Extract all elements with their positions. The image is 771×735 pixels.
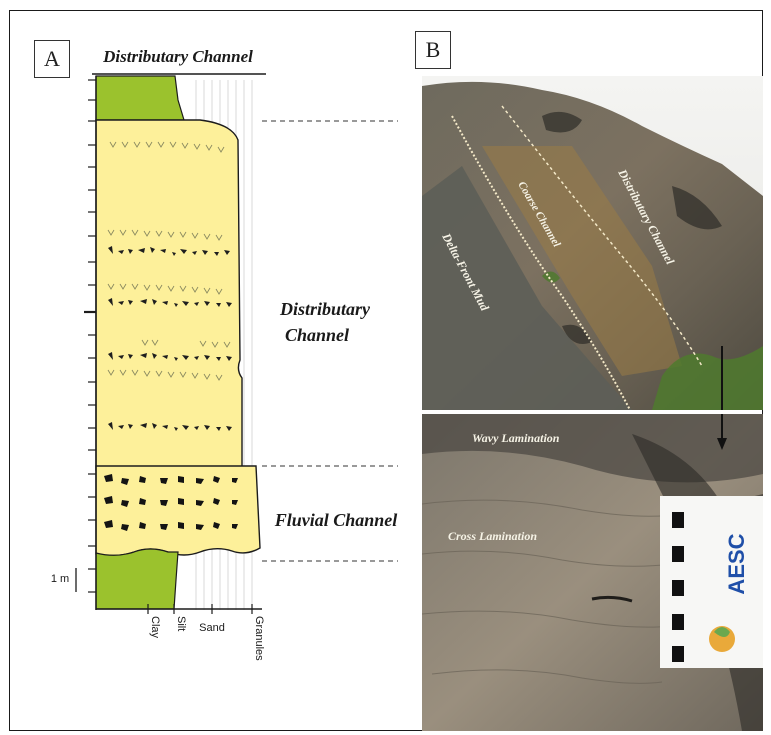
contact-line-upper bbox=[501, 105, 703, 367]
scale-card: AESC bbox=[660, 496, 763, 668]
outcrop-photo-bottom: AESC Wavy Lamination Cross Lamination bbox=[422, 414, 763, 731]
depth-ticks bbox=[84, 79, 96, 593]
outcrop-photo-top: Delta-Front Mud Coarse Channel Distribut… bbox=[422, 76, 763, 410]
unit-label-distributary-line1: Distributary bbox=[279, 299, 371, 319]
pebble-rows-distributary bbox=[108, 246, 232, 431]
dark-fracture bbox=[591, 595, 633, 603]
panel-b-letter: B bbox=[415, 31, 451, 69]
grain-label-granules: Granules bbox=[253, 616, 265, 661]
unit-label-fluvial: Fluvial Channel bbox=[274, 510, 398, 530]
unit-boundaries bbox=[262, 120, 398, 562]
panel-a-letter: A bbox=[34, 40, 70, 78]
grain-label-silt: Silt bbox=[175, 616, 187, 631]
contact-line-lower bbox=[451, 115, 631, 410]
sign-text: AESC bbox=[724, 533, 749, 594]
label-cross-lamination: Cross Lamination bbox=[448, 529, 537, 543]
lamination-lines bbox=[422, 499, 683, 684]
arrow-head bbox=[717, 438, 727, 450]
grain-label-sand: Sand bbox=[199, 622, 225, 634]
vegetation bbox=[542, 271, 763, 410]
grain-label-clay: Clay bbox=[149, 616, 161, 639]
orange-sand-zone bbox=[482, 146, 682, 376]
scale-label: 1 m bbox=[51, 573, 69, 585]
lower-mud-slope bbox=[422, 166, 632, 410]
bottom-mud-unit bbox=[95, 548, 179, 610]
label-wavy-lamination: Wavy Lamination bbox=[472, 431, 560, 445]
unit-label-distributary-line2: Channel bbox=[285, 325, 349, 345]
cross-bedding-marks bbox=[107, 141, 231, 381]
top-mud-unit bbox=[95, 75, 185, 121]
header-title: Distributary Channel bbox=[102, 47, 253, 66]
distributary-sand-body bbox=[95, 119, 243, 471]
